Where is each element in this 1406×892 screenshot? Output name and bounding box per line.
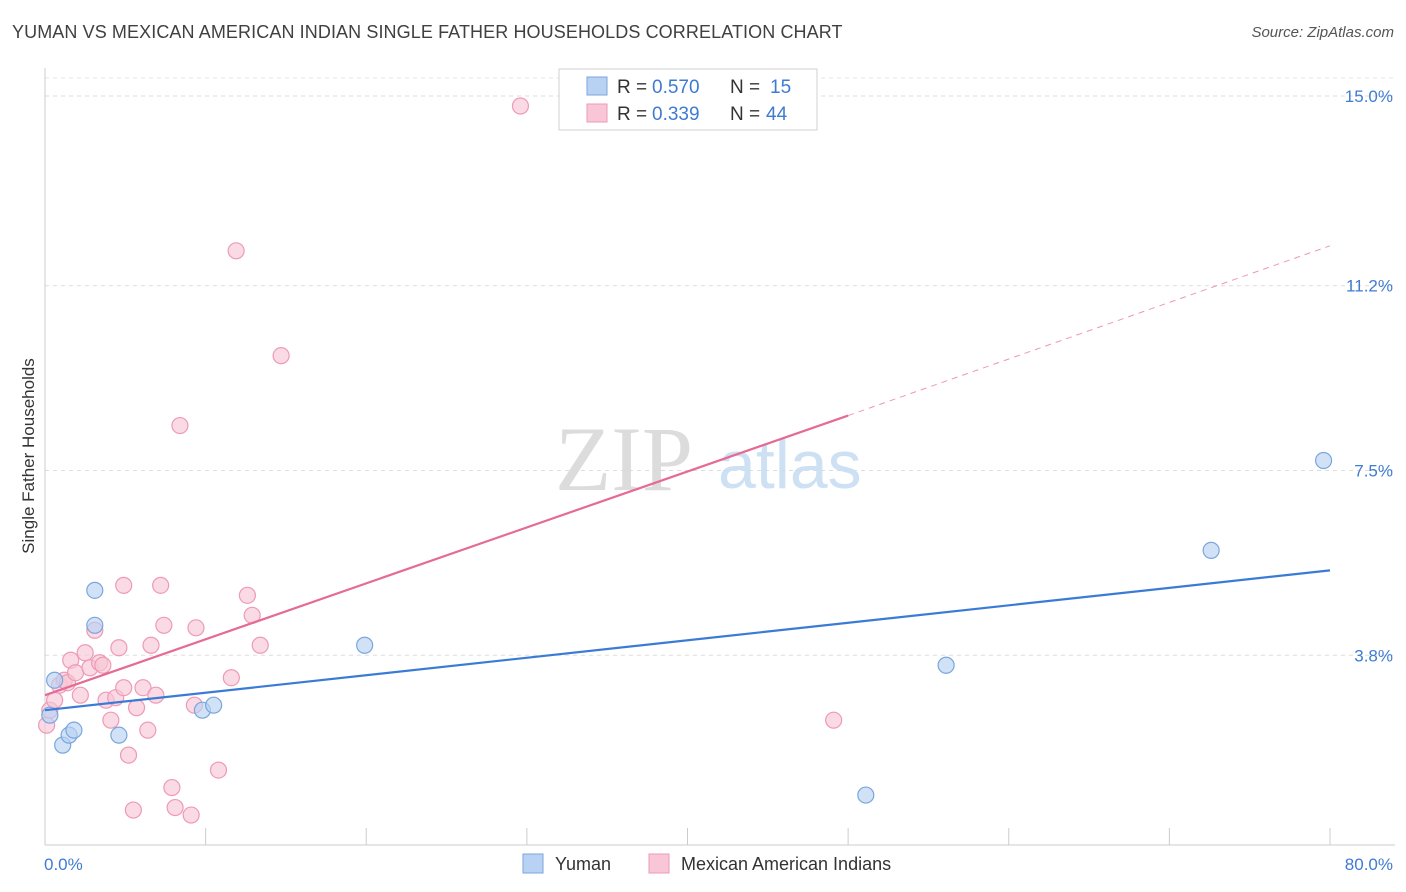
series-mexican-american-indians [38, 97, 843, 824]
mex-point [152, 576, 170, 594]
series-yuman [41, 451, 1333, 804]
watermark: ZIP atlas [555, 408, 862, 510]
x-tick-label-min: 0.0% [44, 855, 83, 874]
legend-n-label-2: N = [730, 104, 760, 125]
mex-point [115, 679, 133, 697]
y-tick-label: 15.0% [1345, 87, 1393, 106]
legend-bottom-swatch-mex [648, 853, 670, 874]
mex-point [115, 576, 133, 594]
legend-n-value-1: 15 [770, 77, 791, 98]
mex-point [134, 679, 152, 697]
y-tick-label: 11.2% [1346, 277, 1393, 296]
mex-point [227, 242, 245, 260]
yuman-point [86, 616, 104, 634]
yuman-point [857, 786, 875, 804]
yuman-point [205, 696, 223, 714]
legend-bottom-swatch-yuman [522, 853, 544, 874]
mex-point [222, 669, 240, 687]
mex-trend-line [44, 414, 849, 697]
legend-r-label-1: R = [617, 77, 647, 98]
mex-point [166, 798, 184, 817]
yuman-point [1314, 451, 1333, 470]
trend-lines [44, 245, 1331, 712]
mex-point [127, 699, 146, 717]
source-label: Source: ZipAtlas.com [1251, 24, 1394, 41]
mex-point [825, 711, 843, 729]
legend-bottom-label-yuman: Yuman [555, 854, 611, 874]
mex-point [102, 711, 120, 729]
mex-point [251, 636, 269, 654]
y-tick-label: 7.5% [1354, 462, 1393, 481]
mex-point [124, 801, 142, 819]
yuman-point [1202, 541, 1220, 559]
mex-point [209, 761, 228, 779]
mex-point [142, 636, 160, 654]
mex-point [155, 616, 173, 634]
mex-point [139, 721, 157, 739]
yuman-point [86, 581, 104, 599]
legend-top: R = 0.570 N = 15 R = 0.339 N = 44 [558, 68, 818, 131]
yuman-point [65, 721, 83, 739]
mex-point [182, 806, 200, 824]
y-tick-labels: 3.8% 7.5% 11.2% 15.0% [1345, 87, 1393, 665]
gridlines [45, 77, 1395, 656]
mex-point [272, 347, 290, 365]
legend-swatch-yuman [586, 76, 608, 96]
x-axis-ticks [44, 828, 1331, 845]
legend-r-label-2: R = [617, 104, 647, 125]
watermark-atlas: atlas [718, 427, 862, 503]
mex-point [187, 619, 205, 637]
mex-point [163, 778, 181, 797]
legend-bottom: Yuman Mexican American Indians [522, 853, 891, 874]
legend-n-label-1: N = [730, 77, 760, 98]
x-tick-label-max: 80.0% [1345, 855, 1393, 874]
mex-point [511, 97, 530, 115]
mex-point [171, 416, 189, 435]
mex-point [238, 586, 256, 604]
legend-r-value-2: 0.339 [652, 104, 700, 125]
mex-point [71, 686, 89, 704]
yuman-point [110, 726, 128, 744]
mex-point [76, 644, 94, 662]
legend-n-value-2: 44 [766, 104, 788, 125]
yuman-point [356, 636, 374, 654]
mex-point [110, 639, 128, 657]
legend-bottom-label-mex: Mexican American Indians [681, 854, 891, 874]
y-tick-label: 3.8% [1354, 646, 1393, 665]
mex-trend-extension [847, 245, 1331, 417]
mex-point [119, 746, 138, 764]
legend-swatch-mex [586, 103, 608, 123]
mex-point [66, 664, 85, 682]
mex-point [147, 686, 165, 704]
chart-title: YUMAN VS MEXICAN AMERICAN INDIAN SINGLE … [12, 22, 843, 42]
yuman-point [46, 671, 64, 689]
legend-r-value-1: 0.570 [652, 77, 700, 98]
mex-point [94, 656, 112, 674]
yuman-point [937, 656, 955, 674]
yuman-trend-line [44, 569, 1331, 712]
y-axis-label: Single Father Households [19, 358, 38, 554]
